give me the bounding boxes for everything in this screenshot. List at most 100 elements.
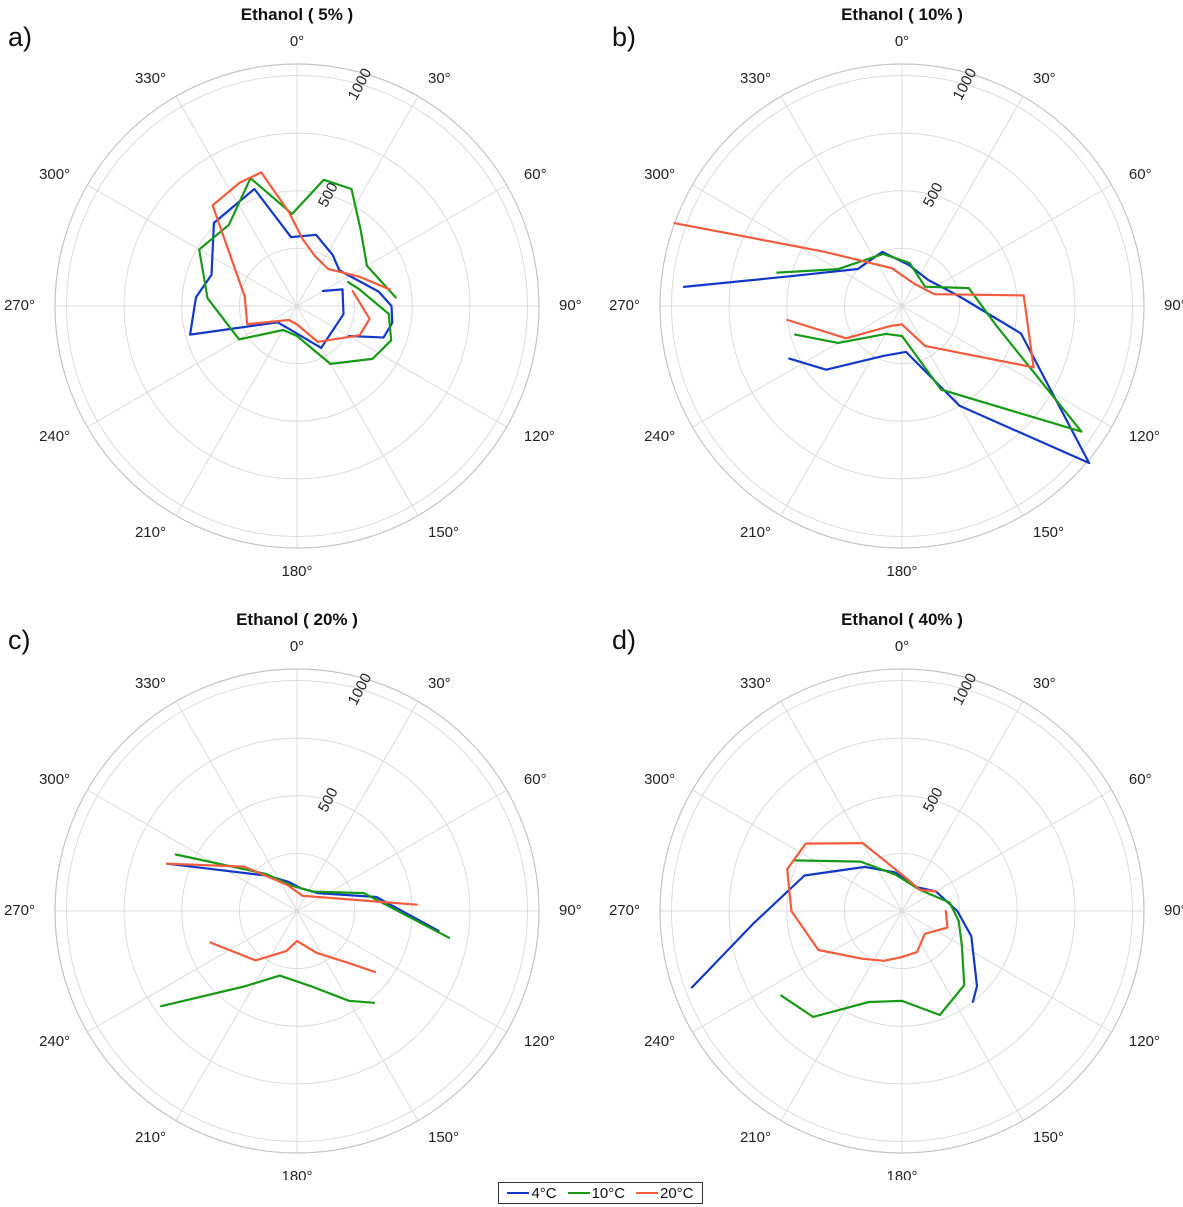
angle-label: 0° xyxy=(895,638,909,655)
spoke-line xyxy=(901,910,1024,1121)
angle-label: 180° xyxy=(281,1168,312,1180)
spoke-line xyxy=(901,96,1024,307)
legend-label-10c: 10°C xyxy=(591,1184,626,1202)
angle-label: 270° xyxy=(4,902,35,919)
legend-item-4c: 4°C xyxy=(507,1184,557,1202)
spoke-line xyxy=(901,701,1024,912)
angle-label: 240° xyxy=(39,428,70,445)
angle-label: 210° xyxy=(740,1129,771,1146)
radial-tick-label: 500 xyxy=(920,180,947,210)
angle-label: 120° xyxy=(1129,428,1160,445)
grid-circle xyxy=(671,680,1133,1142)
series-line-20c xyxy=(211,171,392,343)
grid-circle xyxy=(238,247,356,365)
angle-label: 120° xyxy=(1129,1033,1160,1050)
series-line-20c xyxy=(166,862,418,906)
angle-label: 300° xyxy=(39,166,70,183)
panel-label: c) xyxy=(8,625,31,655)
legend-label-4c: 4°C xyxy=(531,1184,557,1202)
angle-label: 120° xyxy=(524,1033,555,1050)
spoke-line xyxy=(296,96,419,307)
angle-label: 330° xyxy=(135,675,166,692)
legend-item-10c: 10°C xyxy=(567,1184,626,1202)
series-line-4c xyxy=(682,250,1091,465)
angle-label: 0° xyxy=(895,33,909,50)
angle-label: 210° xyxy=(135,1129,166,1146)
angle-label: 240° xyxy=(644,1033,675,1050)
polar-panel: 50010000°30°60°90°120°150°180°210°240°27… xyxy=(4,610,582,1180)
series-line-20c xyxy=(209,939,377,974)
angle-label: 180° xyxy=(281,563,312,580)
spoke-line xyxy=(87,789,298,912)
spoke-line xyxy=(296,910,419,1121)
angle-label: 270° xyxy=(4,297,35,314)
spoke-line xyxy=(692,910,903,1033)
angle-label: 150° xyxy=(428,524,459,541)
series-line-10c xyxy=(198,177,397,365)
angle-label: 300° xyxy=(39,771,70,788)
angle-label: 210° xyxy=(135,524,166,541)
panel-label: b) xyxy=(612,22,636,52)
angle-label: 330° xyxy=(740,675,771,692)
angle-label: 270° xyxy=(609,902,640,919)
outer-circle xyxy=(659,668,1145,1154)
angle-label: 330° xyxy=(740,70,771,87)
spoke-line xyxy=(780,910,903,1121)
grid-circle xyxy=(786,795,1018,1027)
angle-label: 300° xyxy=(644,166,675,183)
grid-circle xyxy=(123,737,471,1085)
panel-title: Ethanol ( 40% ) xyxy=(841,610,963,629)
panel-title: Ethanol ( 20% ) xyxy=(236,610,358,629)
spoke-line xyxy=(901,184,1112,307)
radial-tick-label: 1000 xyxy=(345,66,376,103)
outer-circle xyxy=(54,63,540,549)
angle-label: 210° xyxy=(740,524,771,541)
angle-label: 90° xyxy=(559,902,582,919)
angle-label: 180° xyxy=(886,563,917,580)
angle-label: 180° xyxy=(886,1168,917,1180)
spoke-line xyxy=(901,910,1112,1033)
spoke-line xyxy=(780,305,903,516)
grid-circle xyxy=(181,795,413,1027)
spoke-line xyxy=(901,305,1024,516)
spoke-line xyxy=(692,789,903,912)
grid-circle xyxy=(843,247,961,365)
series-line-4c xyxy=(189,187,394,349)
spoke-line xyxy=(175,701,298,912)
angle-label: 30° xyxy=(428,675,451,692)
angle-label: 60° xyxy=(524,771,547,788)
spoke-line xyxy=(296,701,419,912)
grid-circle xyxy=(728,132,1076,480)
spoke-line xyxy=(296,910,507,1033)
angle-label: 60° xyxy=(1129,771,1152,788)
series-line-10c xyxy=(776,252,1083,433)
spoke-line xyxy=(87,305,298,428)
angle-label: 30° xyxy=(1033,675,1056,692)
spoke-line xyxy=(87,184,298,307)
radial-tick-label: 500 xyxy=(315,785,342,815)
panel-title: Ethanol ( 5% ) xyxy=(241,5,353,24)
spoke-line xyxy=(780,96,903,307)
radial-tick-label: 1000 xyxy=(345,671,376,708)
legend-label-20c: 20°C xyxy=(660,1184,694,1202)
grid-circle xyxy=(728,737,1076,1085)
angle-label: 90° xyxy=(1164,297,1183,314)
spoke-line xyxy=(901,789,1112,912)
legend-swatch-4c xyxy=(507,1192,530,1194)
angle-label: 60° xyxy=(524,166,547,183)
angle-label: 150° xyxy=(1033,1129,1064,1146)
spoke-line xyxy=(692,305,903,428)
angle-label: 150° xyxy=(1033,524,1064,541)
spoke-line xyxy=(175,910,298,1121)
grid-circle xyxy=(786,190,1018,422)
angle-label: 120° xyxy=(524,428,555,445)
polar-panel: 50010000°30°60°90°120°150°180°210°240°27… xyxy=(4,5,582,580)
angle-label: 0° xyxy=(290,33,304,50)
angle-label: 150° xyxy=(428,1129,459,1146)
radial-tick-label: 500 xyxy=(920,785,947,815)
angle-label: 90° xyxy=(559,297,582,314)
legend-swatch-10c xyxy=(567,1192,590,1194)
angle-label: 300° xyxy=(644,771,675,788)
spoke-line xyxy=(780,701,903,912)
panel-label: a) xyxy=(8,22,32,52)
